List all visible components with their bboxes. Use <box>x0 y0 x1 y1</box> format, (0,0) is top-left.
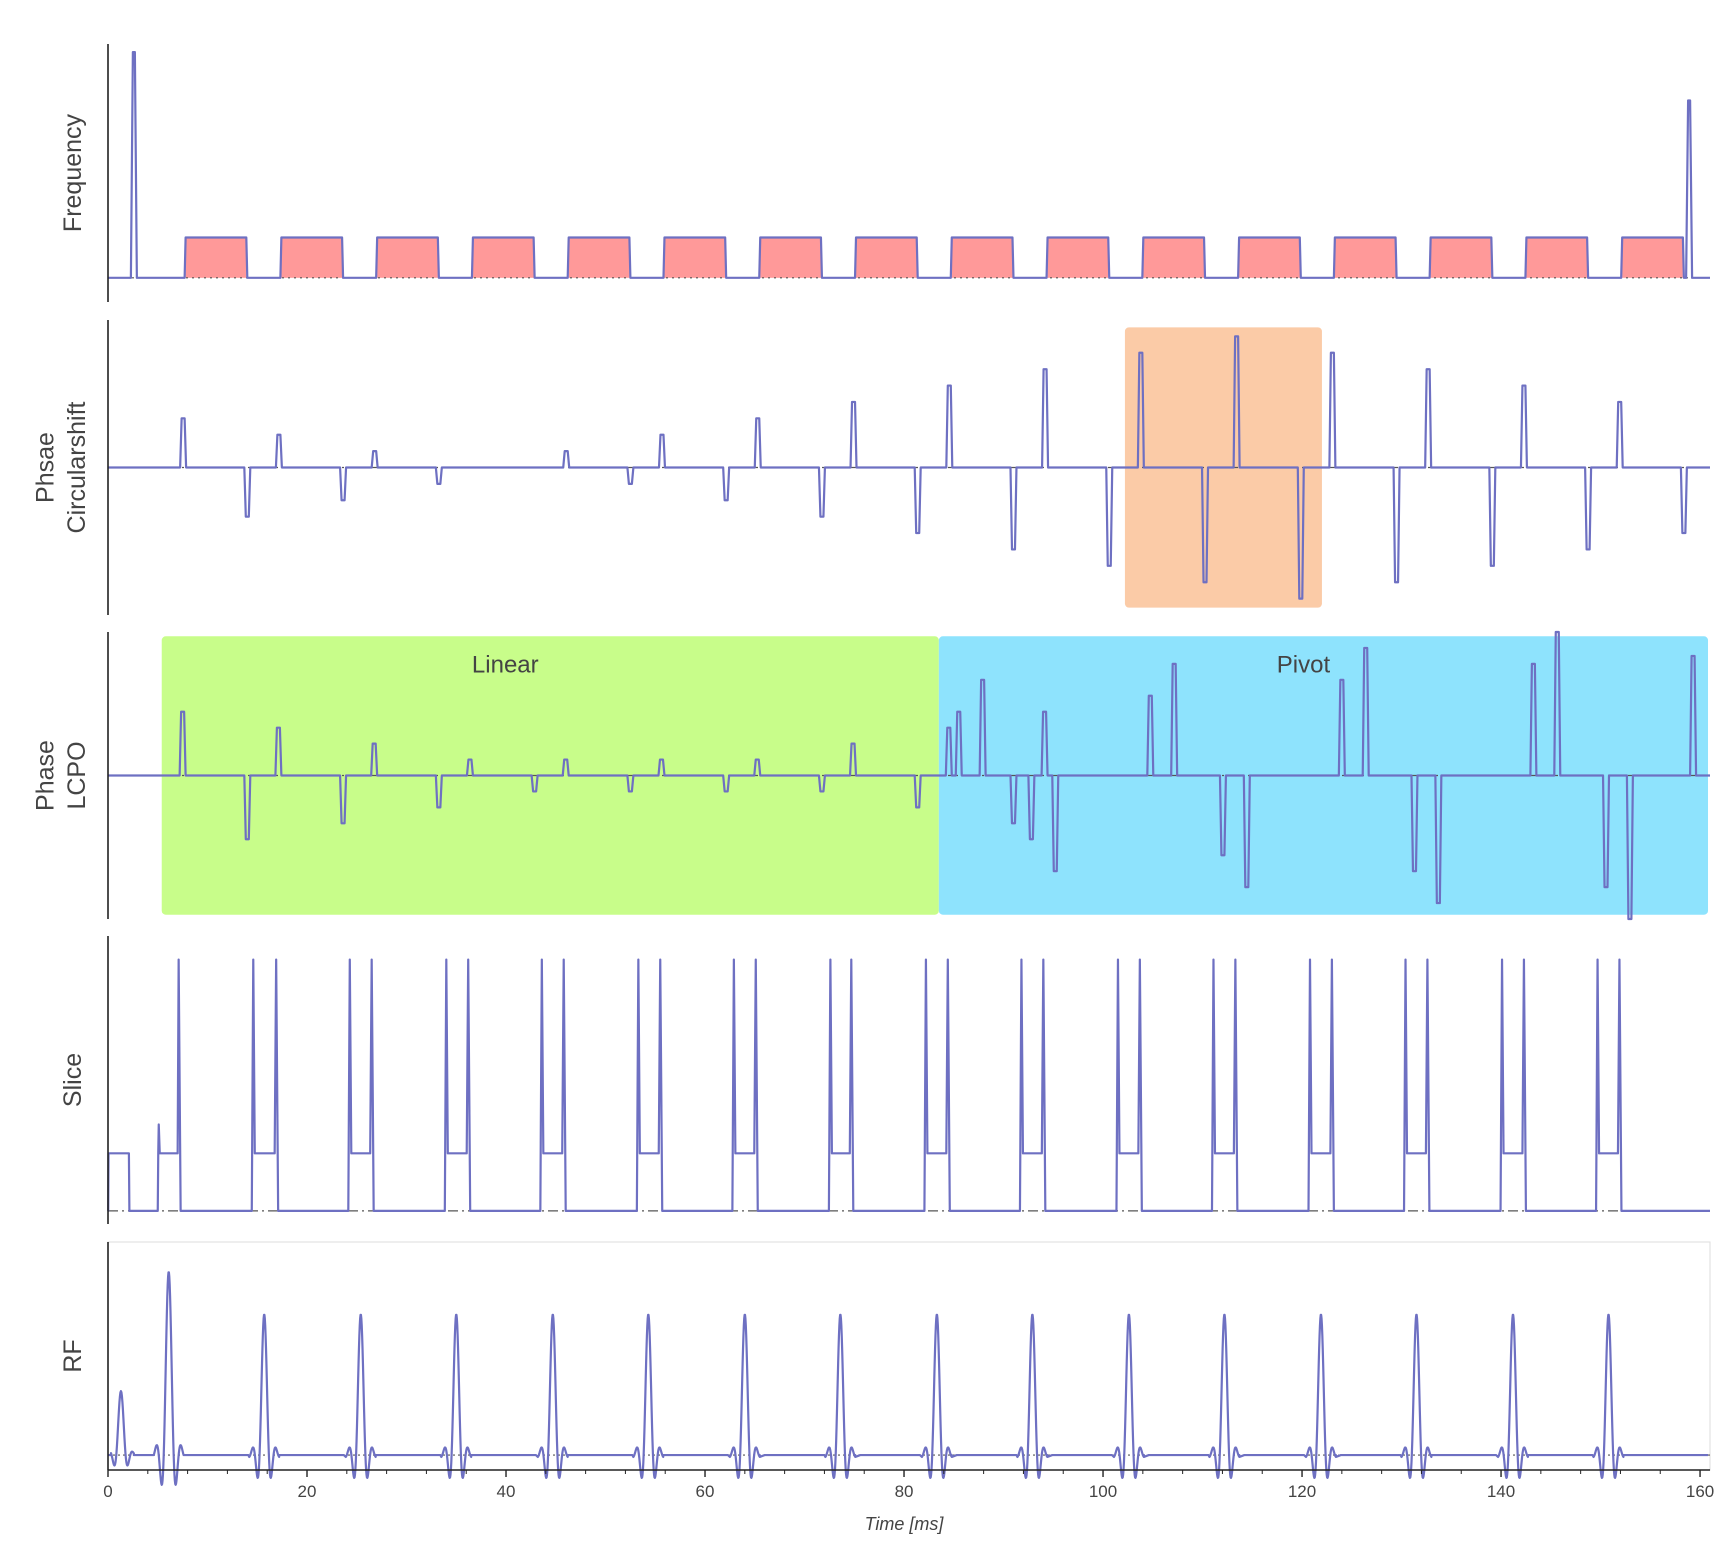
lcpo-waveform <box>108 630 1710 921</box>
readout-fill <box>1526 237 1588 278</box>
readout-fill <box>472 237 534 278</box>
readout-fill <box>856 237 917 278</box>
x-tick-label: 40 <box>497 1482 516 1501</box>
lcpo-y-label: Phase LCPO <box>32 740 91 811</box>
circularshift-panel: Phsae Circularshift <box>32 320 1710 615</box>
readout-fill <box>1430 237 1492 278</box>
lcpo-panel: Linear Pivot Phase LCPO <box>32 630 1710 921</box>
readout-fill <box>1239 237 1300 278</box>
region-label-linear: Linear <box>472 651 539 678</box>
circularshift-waveform <box>108 335 1710 600</box>
x-tick-label: 20 <box>298 1482 317 1501</box>
readout-fill <box>1622 237 1683 278</box>
x-tick-label: 100 <box>1089 1482 1117 1501</box>
readout-fill <box>760 237 821 278</box>
x-tick-label: 140 <box>1487 1482 1515 1501</box>
frequency-panel: Frequency <box>59 44 1710 302</box>
readout-fill <box>281 237 343 278</box>
frequency-y-label: Frequency <box>59 113 87 232</box>
readout-fill <box>664 237 726 278</box>
region-label-pivot: Pivot <box>1277 651 1331 678</box>
readout-fill <box>185 237 247 278</box>
readout-fill <box>377 237 438 278</box>
slice-y-label: Slice <box>59 1053 87 1107</box>
readout-fill <box>951 237 1013 278</box>
rf-frame <box>107 1241 1711 1471</box>
readout-fill <box>1047 237 1109 278</box>
slice-waveform <box>107 958 1710 1213</box>
readout-fill <box>1143 237 1205 278</box>
readout-fill <box>1334 237 1396 278</box>
slice-panel: Slice <box>59 936 1710 1224</box>
rf-waveform <box>108 1271 1709 1486</box>
rf-y-label: RF <box>59 1339 87 1372</box>
x-axis-title: Time [ms] <box>865 1514 945 1534</box>
x-tick-label: 120 <box>1288 1482 1316 1501</box>
x-tick-label: 80 <box>895 1482 914 1501</box>
rf-panel: RF <box>59 1241 1711 1486</box>
x-tick-label: 60 <box>696 1482 715 1501</box>
circularshift-y-label: Phsae Circularshift <box>32 401 91 533</box>
x-tick-label: 160 <box>1686 1482 1714 1501</box>
readout-fill <box>568 237 630 278</box>
frequency-waveform <box>108 50 1710 279</box>
x-tick-label: 0 <box>103 1482 112 1501</box>
x-axis: 0 20 40 60 80 100 120 140 160 Time [ms] <box>103 1469 1714 1534</box>
